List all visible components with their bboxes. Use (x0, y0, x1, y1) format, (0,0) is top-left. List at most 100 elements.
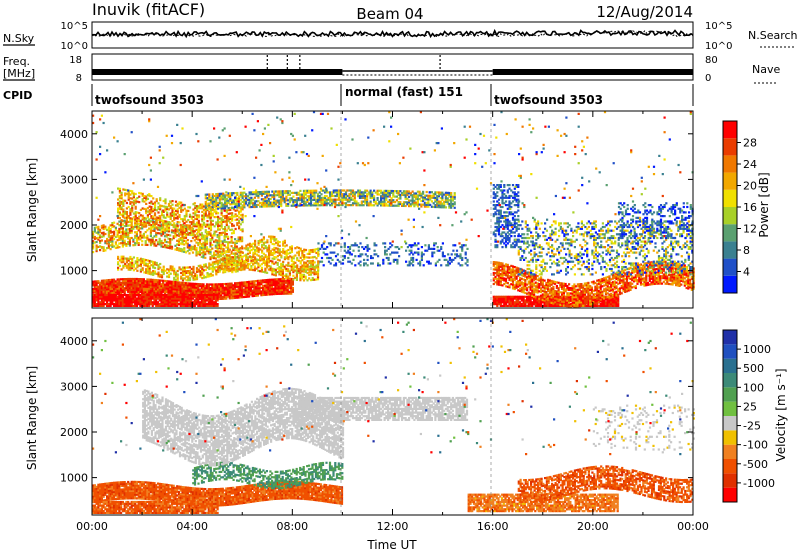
rti-cell (227, 286, 230, 289)
rti-cell (100, 285, 103, 288)
rti-cell (100, 288, 103, 291)
rti-cell (193, 304, 196, 307)
rti-cell (423, 196, 426, 199)
rti-cell (281, 289, 284, 292)
rti-cell (229, 216, 232, 219)
rti-cell (357, 249, 360, 252)
rti-cell (146, 234, 149, 237)
rti-cell (129, 211, 132, 214)
rti-cell (145, 264, 148, 267)
rti-cell (134, 222, 137, 225)
rti-cell (141, 303, 144, 306)
rti-cell (248, 206, 251, 209)
rti-cell (450, 202, 453, 206)
rti-cell (184, 289, 188, 292)
rti-cell (159, 266, 162, 269)
rti-cell (238, 251, 241, 254)
rti-cell (197, 216, 200, 219)
rti-cell (371, 191, 374, 194)
rti-cell (160, 276, 164, 279)
rti-cell (213, 303, 216, 306)
rti-cell (218, 221, 221, 224)
rti-cell (280, 268, 283, 271)
rti-cell (224, 261, 227, 264)
rti-cell (191, 295, 195, 298)
rti-cell (277, 292, 280, 295)
rti-cell (193, 290, 196, 293)
rti-cell (354, 255, 357, 258)
rti-cell (217, 202, 220, 205)
rti-cell (260, 290, 263, 293)
rti-cell (186, 297, 189, 300)
rti-cell (163, 283, 167, 286)
rti-cell (167, 299, 170, 302)
rti-cell (308, 191, 311, 194)
rti-cell (188, 231, 192, 235)
rti-cell (266, 264, 269, 267)
rti-cell (149, 242, 152, 245)
rti-cell (214, 304, 217, 307)
rti-cell (159, 262, 162, 266)
rti-cell (181, 231, 185, 234)
rti-cell (153, 205, 157, 208)
rti-cell (370, 256, 373, 260)
rti-cell (181, 273, 185, 276)
rti-cell (129, 208, 132, 211)
rti-cell (190, 301, 193, 304)
rti-cell (135, 290, 138, 293)
rti-cell (376, 198, 379, 201)
rti-cell (167, 226, 171, 229)
rti-cell (273, 262, 276, 265)
rti-cell (157, 273, 160, 276)
rti-cell (366, 193, 369, 196)
rti-cell (225, 282, 228, 286)
rti-cell (130, 285, 133, 288)
rti-cell (118, 236, 121, 240)
rti-cell (395, 195, 398, 198)
rti-cell (166, 215, 169, 218)
rti-cell (120, 193, 123, 196)
rti-cell (134, 213, 137, 216)
rti-cell (118, 200, 121, 203)
rti-cell (191, 286, 195, 289)
rti-cell (224, 194, 227, 197)
rti-cell (164, 216, 167, 219)
rti-cell (193, 246, 196, 249)
rti-cell (263, 281, 266, 284)
rti-cell (162, 214, 165, 217)
rti-cell (310, 249, 313, 252)
rti-cell (152, 226, 155, 229)
rti-cell (162, 199, 165, 203)
rti-cell (355, 244, 359, 247)
rti-cell (249, 282, 252, 285)
rti-cell (141, 292, 144, 295)
rti-cell (149, 229, 152, 232)
rti-cell (271, 260, 274, 263)
rti-cell (209, 288, 212, 291)
rti-cell (385, 189, 388, 192)
rti-cell (346, 204, 349, 207)
rti-cell (325, 189, 328, 192)
rti-cell (137, 278, 140, 281)
rti-cell (124, 194, 127, 197)
rti-cell (409, 192, 412, 195)
nsky-tick-top: 10^5 (61, 21, 88, 32)
rti-cell (441, 191, 444, 194)
rti-cell (205, 240, 209, 243)
rti-cell (413, 244, 416, 247)
rti-cell (276, 281, 279, 285)
rti-cell (97, 227, 100, 230)
rti-cell (202, 209, 206, 212)
rti-cell (118, 204, 121, 207)
rti-cell (179, 297, 182, 300)
rti-cell (320, 198, 323, 201)
rti-cell (241, 197, 244, 200)
rti-cell (169, 265, 172, 268)
rti-cell (237, 281, 240, 285)
rti-cell (353, 198, 356, 201)
rti-cell (213, 202, 216, 205)
rti-cell (289, 246, 292, 249)
rti-cell (394, 258, 397, 261)
rti-cell (131, 197, 134, 200)
rti-cell (232, 206, 235, 209)
